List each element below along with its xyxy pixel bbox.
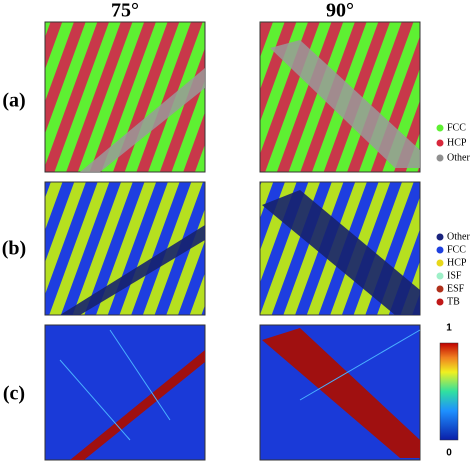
- legend: FCC HCP Other: [436, 122, 470, 163]
- column-header: 90°: [326, 0, 354, 22]
- legend-swatch: [436, 259, 444, 267]
- legend-label: Other: [447, 152, 470, 163]
- panel-a-90: [259, 21, 421, 173]
- legend-label: Other: [447, 231, 470, 242]
- column-header: 75°: [111, 0, 139, 22]
- panel-b-75: [44, 181, 206, 316]
- row-label: (a): [2, 90, 25, 112]
- panel-c-75: [44, 324, 206, 461]
- legend-label: HCP: [447, 257, 467, 268]
- row-label: (c): [3, 383, 25, 405]
- legend: Other FCC HCP ISF ESF TB: [436, 231, 470, 307]
- panel-a-75: [44, 21, 206, 173]
- legend-label: ISF: [447, 270, 462, 281]
- legend-swatch: [436, 298, 444, 306]
- legend-label: FCC: [447, 122, 466, 133]
- legend-label: HCP: [447, 137, 467, 148]
- colorbar-max: 1: [446, 323, 452, 334]
- legend-swatch: [436, 285, 444, 293]
- panel-b-90: [259, 181, 421, 316]
- legend-swatch: [436, 233, 444, 241]
- legend-swatch: [436, 246, 444, 254]
- colorbar-min: 0: [446, 448, 452, 459]
- legend-label: ESF: [447, 283, 465, 294]
- legend-label: TB: [447, 296, 460, 307]
- legend-swatch: [436, 139, 444, 147]
- legend-label: FCC: [447, 244, 466, 255]
- legend-swatch: [436, 154, 444, 162]
- colorbar: 1 0: [439, 323, 459, 459]
- legend-swatch: [436, 124, 444, 132]
- row-label: (b): [2, 238, 26, 260]
- panel-c-90: [259, 324, 421, 461]
- legend-swatch: [436, 272, 444, 280]
